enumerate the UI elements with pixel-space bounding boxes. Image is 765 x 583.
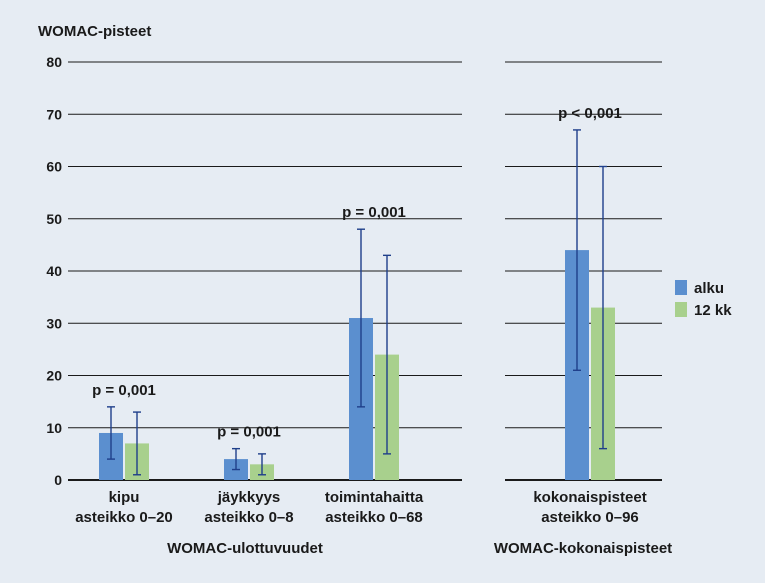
legend-label: alku bbox=[694, 280, 724, 297]
category-scale-label: asteikko 0–96 bbox=[541, 509, 639, 526]
y-tick-label: 80 bbox=[46, 54, 62, 70]
y-tick-label: 10 bbox=[46, 420, 62, 436]
category-label: kokonaispisteet bbox=[533, 489, 646, 506]
y-tick-label: 20 bbox=[46, 368, 62, 384]
legend-swatch bbox=[675, 280, 687, 295]
p-value-labels: p = 0,001 p = 0,001 p = 0,001 p < 0,001 bbox=[92, 105, 622, 441]
group-title: WOMAC-kokonaispisteet bbox=[494, 540, 672, 557]
y-axis-title: WOMAC-pisteet bbox=[38, 23, 151, 40]
error-bar bbox=[107, 406, 115, 460]
group-titles: WOMAC-ulottuvuudet WOMAC-kokonaispisteet bbox=[167, 540, 672, 557]
error-bars bbox=[107, 129, 607, 476]
error-bar bbox=[232, 447, 240, 471]
y-tick-label: 30 bbox=[46, 315, 62, 331]
category-labels: kipu asteikko 0–20 jäykkyys asteikko 0–8 toi… bbox=[75, 489, 646, 526]
category-label: jäykkyys bbox=[217, 489, 281, 506]
category-scale-label: asteikko 0–68 bbox=[325, 509, 423, 526]
error-bar bbox=[258, 453, 266, 476]
y-tick-label: 70 bbox=[46, 106, 62, 122]
legend-swatch bbox=[675, 302, 687, 317]
y-tick-label: 40 bbox=[46, 263, 62, 279]
error-bar bbox=[573, 129, 581, 371]
error-bar bbox=[133, 411, 141, 476]
p-value-label: p = 0,001 bbox=[217, 424, 281, 441]
p-value-label: p < 0,001 bbox=[558, 105, 622, 122]
legend-label: 12 kk bbox=[694, 302, 732, 319]
y-tick-label: 0 bbox=[54, 472, 62, 488]
gridlines bbox=[68, 61, 662, 481]
category-label: kipu bbox=[109, 489, 140, 506]
category-scale-label: asteikko 0–8 bbox=[204, 509, 293, 526]
y-tick-labels: 0 10 20 30 40 50 60 70 80 bbox=[46, 54, 62, 488]
group-title: WOMAC-ulottuvuudet bbox=[167, 540, 323, 557]
error-bar bbox=[357, 228, 365, 408]
p-value-label: p = 0,001 bbox=[342, 204, 406, 221]
category-label: toimintahaitta bbox=[325, 489, 424, 506]
error-bar bbox=[383, 254, 391, 455]
error-bar bbox=[599, 165, 607, 450]
y-tick-label: 50 bbox=[46, 211, 62, 227]
category-scale-label: asteikko 0–20 bbox=[75, 509, 173, 526]
p-value-label: p = 0,001 bbox=[92, 382, 156, 399]
bars bbox=[99, 250, 615, 480]
y-tick-label: 60 bbox=[46, 159, 62, 175]
legend: alku 12 kk bbox=[675, 280, 732, 319]
